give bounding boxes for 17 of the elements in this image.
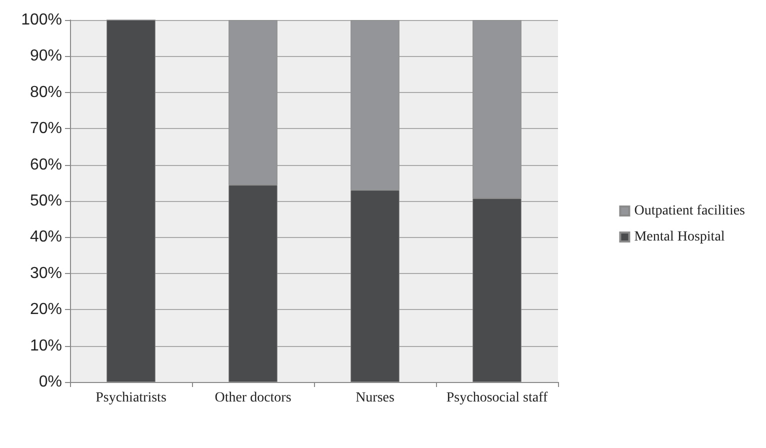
y-tick-label: 100% [21, 12, 62, 28]
x-tick-label: Nurses [356, 390, 394, 406]
y-tick-label: 40% [30, 228, 62, 246]
y-tick-label: 90% [30, 48, 62, 65]
legend-label: Outpatient facilities [634, 204, 745, 218]
y-tick-label: 80% [30, 84, 62, 101]
x-tick-label: Psychosocial staff [446, 390, 548, 406]
y-tick-label: 20% [30, 301, 62, 318]
y-tick-label: 50% [30, 192, 62, 210]
x-tick-label: Psychiatrists [96, 390, 166, 406]
x-tick-label: Other doctors [214, 390, 292, 406]
legend-label: Mental Hospital [634, 230, 725, 244]
y-tick-label: 10% [30, 337, 62, 354]
y-tick-label: 30% [30, 264, 62, 282]
y-tick-label: 0% [38, 374, 62, 390]
y-tick-label: 70% [30, 120, 62, 138]
y-tick-label: 60% [30, 156, 62, 174]
